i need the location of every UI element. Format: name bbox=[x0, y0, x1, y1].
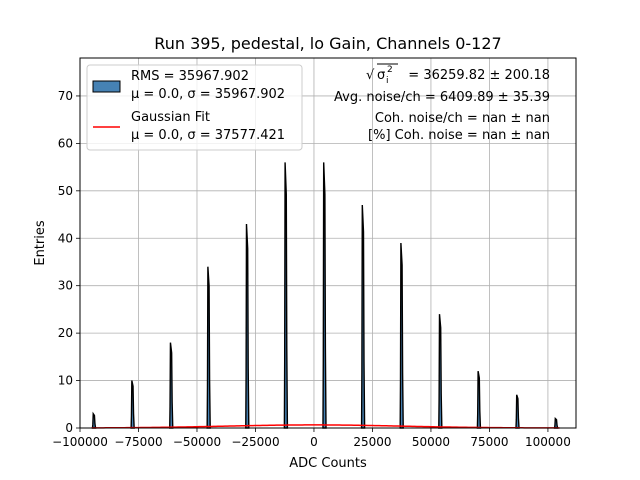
legend-box bbox=[86, 64, 303, 151]
histogram-peak bbox=[169, 342, 174, 429]
legend-swatch-histogram bbox=[92, 80, 121, 93]
histogram-peak bbox=[245, 223, 250, 429]
x-tick-label: −25000 bbox=[231, 435, 279, 449]
histogram-peak bbox=[206, 266, 211, 429]
sqrt-sigma-symbol: σ bbox=[377, 68, 385, 83]
x-axis-label: ADC Counts bbox=[289, 456, 367, 471]
y-axis-ticks: 0 10 20 30 40 50 60 70 bbox=[58, 89, 80, 435]
legend-label-hist-params: μ = 0.0, σ = 35967.902 bbox=[131, 87, 285, 102]
y-tick-label: 0 bbox=[65, 421, 73, 435]
histogram-peak bbox=[553, 416, 559, 429]
y-tick-label: 30 bbox=[58, 279, 73, 293]
legend-label-rms: RMS = 35967.902 bbox=[131, 69, 249, 84]
x-tick-label: −100000 bbox=[52, 435, 108, 449]
histogram-peak bbox=[515, 394, 520, 429]
x-tick-label: 75000 bbox=[470, 435, 508, 449]
histogram-peak bbox=[438, 314, 443, 429]
x-tick-label: −75000 bbox=[114, 435, 162, 449]
annotation-coh-noise-percent: [%] Coh. noise = nan ± nan bbox=[368, 128, 550, 143]
stats-annotations: √ σ i 2 = 36259.82 ± 200.18 Avg. noise/c… bbox=[334, 63, 550, 143]
y-tick-label: 50 bbox=[58, 184, 73, 198]
x-tick-label: −50000 bbox=[173, 435, 221, 449]
histogram-peak bbox=[91, 411, 97, 429]
annotation-avg-noise: Avg. noise/ch = 6409.89 ± 35.39 bbox=[334, 90, 550, 105]
x-tick-label: 0 bbox=[310, 435, 318, 449]
x-axis-ticks: −100000 −75000 −50000 −25000 0 25000 50000 7500… bbox=[52, 428, 571, 449]
plot-frame bbox=[79, 57, 577, 429]
x-tick-label: 50000 bbox=[412, 435, 450, 449]
sqrt-sigma-annotation: √ σ i 2 = 36259.82 ± 200.18 bbox=[366, 63, 550, 86]
sqrt-sigma-sub: i bbox=[386, 76, 389, 86]
y-axis-label: Entries bbox=[33, 220, 48, 266]
histogram-peak bbox=[476, 370, 482, 429]
histogram-peak bbox=[130, 380, 135, 429]
y-tick-label: 40 bbox=[58, 231, 73, 245]
y-tick-label: 70 bbox=[58, 89, 73, 103]
x-tick-label: 100000 bbox=[525, 435, 571, 449]
chart-title: Run 395, pedestal, lo Gain, Channels 0-1… bbox=[154, 34, 501, 53]
legend-label-fit: Gaussian Fit bbox=[131, 110, 210, 125]
y-tick-label: 20 bbox=[58, 326, 73, 340]
annotation-coh-noise: Coh. noise/ch = nan ± nan bbox=[375, 111, 550, 126]
legend: RMS = 35967.902 μ = 0.0, σ = 35967.902 G… bbox=[86, 64, 303, 151]
sqrt-radical: √ bbox=[366, 68, 375, 83]
histogram-peak bbox=[283, 162, 289, 429]
y-tick-label: 10 bbox=[58, 374, 73, 388]
sqrt-sigma-sup: 2 bbox=[387, 65, 393, 75]
legend-label-fit-params: μ = 0.0, σ = 37577.421 bbox=[131, 128, 285, 143]
y-tick-label: 60 bbox=[58, 136, 73, 150]
annotation-total-noise: = 36259.82 ± 200.18 bbox=[408, 68, 550, 83]
x-tick-label: 25000 bbox=[353, 435, 391, 449]
histogram-peak bbox=[399, 242, 404, 429]
histogram-peak bbox=[360, 205, 366, 429]
histogram-peak bbox=[322, 162, 327, 429]
